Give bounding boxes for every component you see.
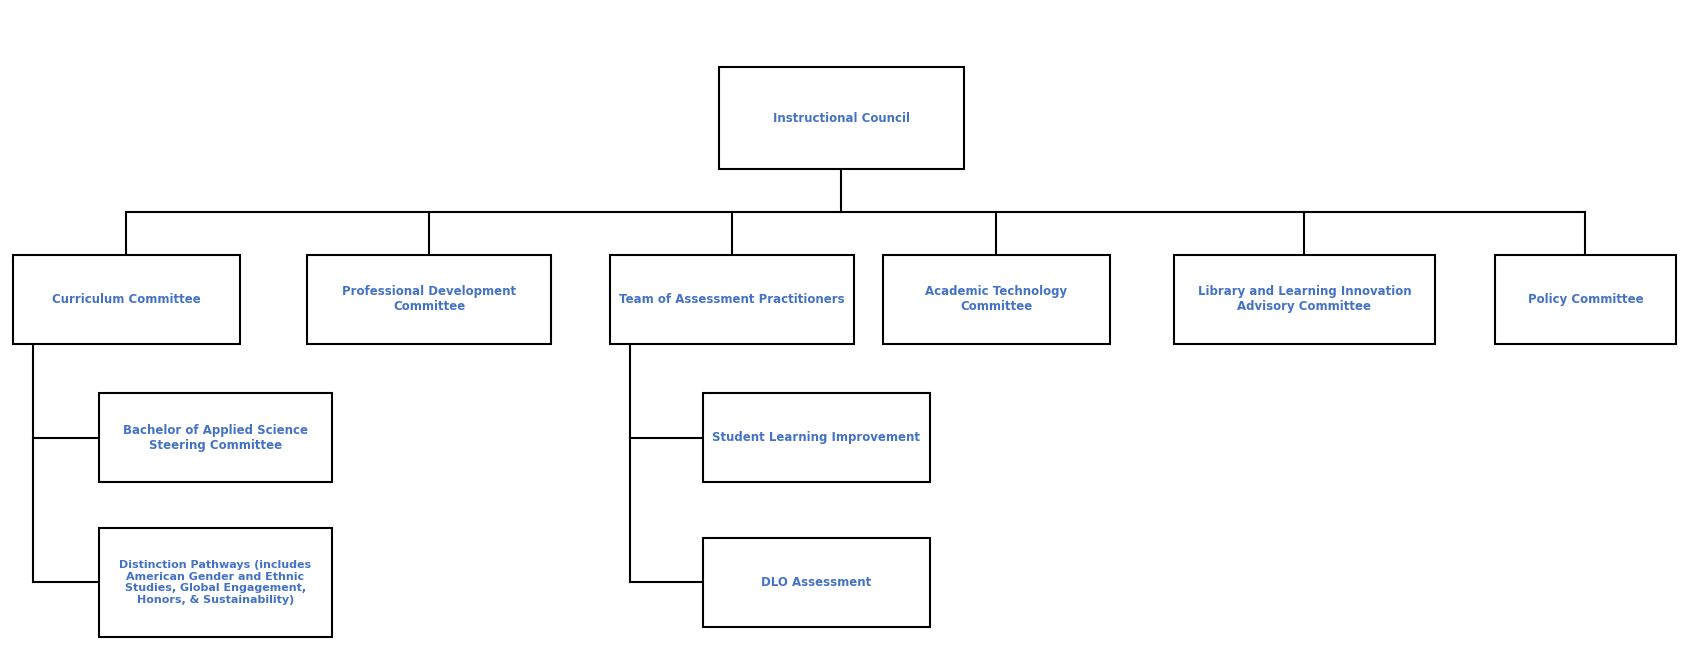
Text: Policy Committee: Policy Committee — [1527, 293, 1642, 306]
FancyBboxPatch shape — [12, 255, 239, 343]
FancyBboxPatch shape — [99, 528, 331, 637]
FancyBboxPatch shape — [1174, 255, 1433, 343]
FancyBboxPatch shape — [703, 538, 928, 626]
Text: Team of Assessment Practitioners: Team of Assessment Practitioners — [619, 293, 844, 306]
FancyBboxPatch shape — [306, 255, 552, 343]
Text: Student Learning Improvement: Student Learning Improvement — [711, 431, 920, 444]
Text: Library and Learning Innovation
Advisory Committee: Library and Learning Innovation Advisory… — [1198, 286, 1410, 313]
Text: Distinction Pathways (includes
American Gender and Ethnic
Studies, Global Engage: Distinction Pathways (includes American … — [119, 560, 311, 605]
Text: Instructional Council: Instructional Council — [772, 112, 910, 125]
FancyBboxPatch shape — [718, 68, 962, 170]
FancyBboxPatch shape — [881, 255, 1108, 343]
FancyBboxPatch shape — [99, 393, 331, 482]
Text: Curriculum Committee: Curriculum Committee — [52, 293, 200, 306]
FancyBboxPatch shape — [703, 393, 928, 482]
FancyBboxPatch shape — [609, 255, 853, 343]
Text: Bachelor of Applied Science
Steering Committee: Bachelor of Applied Science Steering Com… — [123, 424, 308, 451]
Text: DLO Assessment: DLO Assessment — [760, 576, 871, 589]
FancyBboxPatch shape — [1494, 255, 1675, 343]
Text: Professional Development
Committee: Professional Development Committee — [341, 286, 516, 313]
Text: Academic Technology
Committee: Academic Technology Committee — [925, 286, 1066, 313]
